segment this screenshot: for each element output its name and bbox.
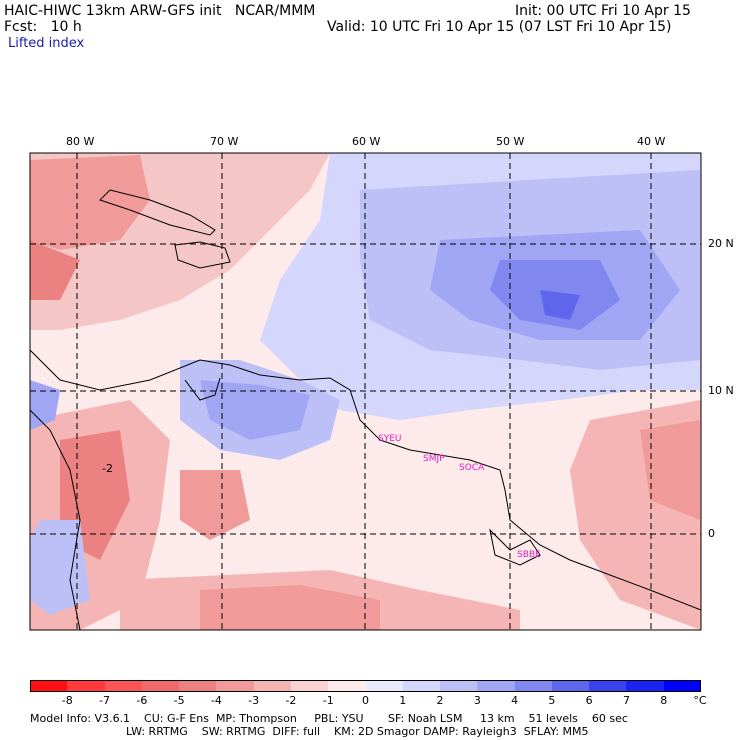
- colorbar-tick-label: 2: [436, 694, 444, 707]
- lon-label-40w: 40 W: [637, 135, 666, 148]
- contour-label: -2: [102, 462, 113, 475]
- colorbar-box: [440, 680, 478, 692]
- colorbar-box: [589, 680, 627, 692]
- plot-title: HAIC-HIWC 13km ARW-GFS init NCAR/MMM: [4, 3, 316, 19]
- colorbar-box: [216, 680, 255, 692]
- colorbar-tick-label: 6: [585, 694, 593, 707]
- lon-label-80w: 80 W: [66, 135, 95, 148]
- map-frame: [29, 152, 702, 631]
- colorbar-box: [365, 680, 404, 692]
- colorbar-tick-label: 7: [622, 694, 630, 707]
- colorbar-tick-label: 0: [362, 694, 369, 707]
- valid-time: Valid: 10 UTC Fri 10 Apr 15 (07 LST Fri …: [327, 19, 672, 35]
- lon-label-50w: 50 W: [496, 135, 525, 148]
- colorbar-tick-label: -5: [173, 694, 185, 707]
- colorbar-box: [328, 680, 366, 692]
- colorbar-tick-label: 8: [660, 694, 668, 707]
- colorbar-box: [290, 680, 329, 692]
- colorbar-box: [514, 680, 553, 692]
- forecast-hour: Fcst: 10 h: [4, 19, 82, 35]
- colorbar-tick-label: 4: [511, 694, 519, 707]
- colorbar-box: [402, 680, 441, 692]
- colorbar-tick-label: 1: [399, 694, 407, 707]
- station-sbbe: SBBE: [517, 550, 541, 560]
- colorbar-tick-label: -4: [210, 694, 222, 707]
- colorbar-box: [551, 680, 590, 692]
- colorbar-box: [477, 680, 516, 692]
- field-name: Lifted index: [8, 36, 85, 51]
- init-time: Init: 00 UTC Fri 10 Apr 15: [515, 3, 691, 19]
- station-labels: SYEU SMJP SOCA SBBE: [378, 434, 541, 560]
- graticule: [30, 153, 701, 630]
- colorbar-tick-label: -2: [285, 694, 297, 707]
- lat-label-0: 0: [708, 527, 715, 540]
- colorbar-tick-label: -8: [61, 694, 73, 707]
- colorbar-box: [663, 680, 702, 692]
- colorbar-tick-label: 3: [473, 694, 481, 707]
- colorbar-tick-label: -6: [136, 694, 148, 707]
- colorbar-outline: [30, 680, 701, 692]
- colorbar-box: [253, 680, 292, 692]
- model-info-line2: LW: RRTMG SW: RRTMG DIFF: full KM: 2D Sm…: [126, 725, 589, 738]
- colorbar-tick-label: -1: [322, 694, 334, 707]
- lon-label-60w: 60 W: [352, 135, 381, 148]
- colorbar-box: [626, 680, 665, 692]
- station-soca: SOCA: [459, 463, 485, 473]
- colorbar-tick-label: 5: [548, 694, 556, 707]
- model-info-line1: Model Info: V3.6.1 CU: G-F Ens MP: Thomp…: [30, 712, 628, 725]
- colorbar-tick-label: -3: [248, 694, 260, 707]
- coastlines: [30, 189, 701, 630]
- colorbar-box: [141, 680, 180, 692]
- lat-label-20n: 20 N: [708, 237, 734, 250]
- colorbar-unit: °C: [693, 694, 707, 707]
- colorbar-box: [30, 680, 68, 692]
- station-smjp: SMJP: [423, 454, 445, 464]
- colorbar-box: [104, 680, 143, 692]
- lon-label-70w: 70 W: [210, 135, 239, 148]
- colorbar-box: [179, 680, 217, 692]
- colorbar-tick-label: -7: [99, 694, 111, 707]
- lat-label-10n: 10 N: [708, 384, 734, 397]
- colorbar-box: [67, 680, 106, 692]
- station-syeu: SYEU: [378, 434, 401, 444]
